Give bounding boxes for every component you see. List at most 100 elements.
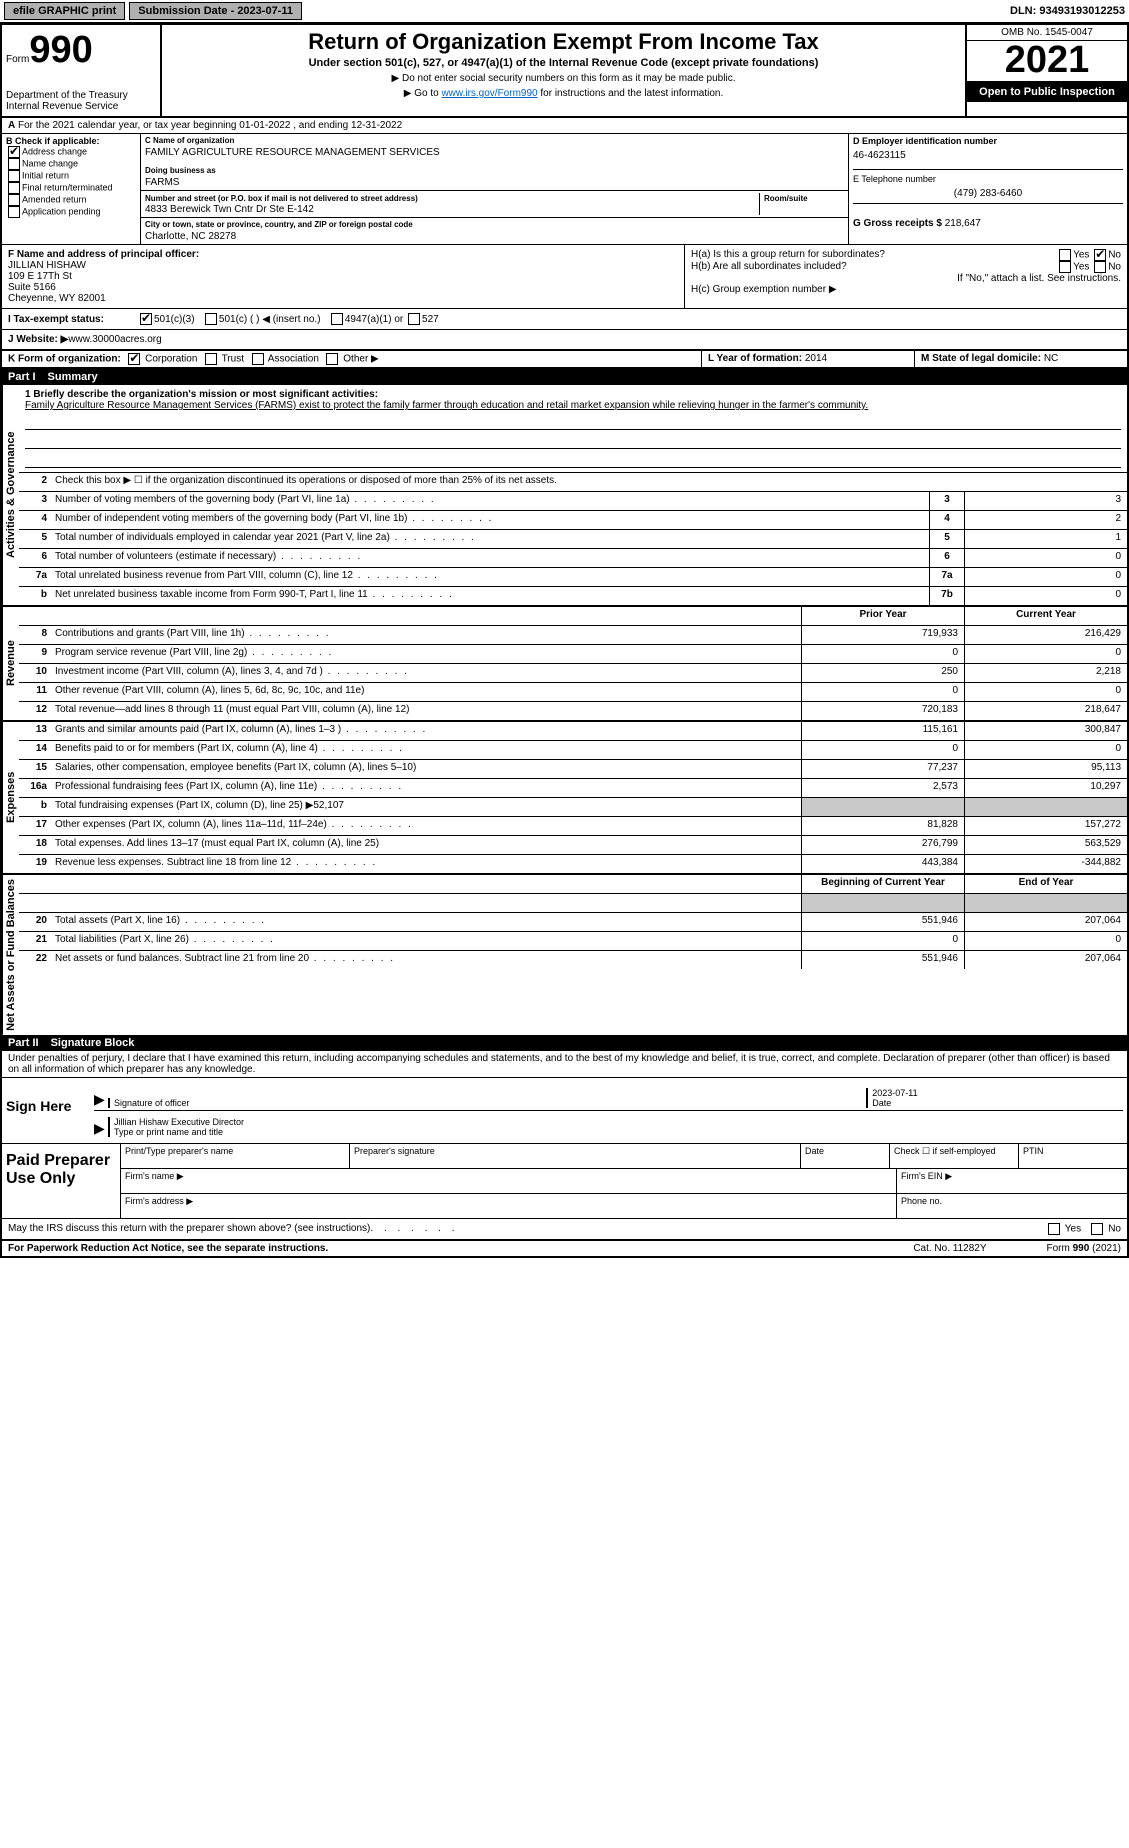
prep-date: Date (801, 1144, 890, 1168)
line-4: 4Number of independent voting members of… (19, 511, 1127, 530)
col-deg: D Employer identification number 46-4623… (848, 134, 1127, 244)
side-exp: Expenses (2, 722, 19, 873)
c-label: C Name of organization (145, 136, 844, 145)
blank-line-2 (25, 434, 1121, 449)
sign-here-label: Sign Here (2, 1078, 90, 1143)
chk-assoc[interactable] (252, 353, 264, 365)
tel-label: E Telephone number (853, 174, 1123, 184)
street-label: Number and street (or P.O. box if mail i… (145, 194, 418, 203)
city-label: City or town, state or province, country… (145, 220, 844, 229)
line-3: 3Number of voting members of the governi… (19, 492, 1127, 511)
l-cell: L Year of formation: 2014 (702, 351, 915, 367)
expenses-block: Expenses 13Grants and similar amounts pa… (2, 722, 1127, 875)
f-addr3: Cheyenne, WY 82001 (8, 293, 678, 304)
subtitle: Under section 501(c), 527, or 4947(a)(1)… (170, 57, 957, 69)
header-center: Return of Organization Exempt From Incom… (162, 25, 965, 116)
net-header: Beginning of Current YearEnd of Year (19, 875, 1127, 894)
h-cell: H(a) Is this a group return for subordin… (685, 245, 1127, 308)
chk-addr[interactable]: Address change (6, 146, 136, 158)
line-12: 12Total revenue—add lines 8 through 11 (… (19, 702, 1127, 720)
note2-pre: ▶ Go to (404, 88, 442, 99)
hc-label: H(c) Group exemption number ▶ (691, 284, 1121, 295)
governance-block: Activities & Governance 1 Briefly descri… (2, 385, 1127, 607)
sig-officer: Signature of officer (108, 1098, 866, 1108)
k-label: K Form of organization: (8, 354, 121, 365)
line-7a: 7aTotal unrelated business revenue from … (19, 568, 1127, 587)
city-cell: City or town, state or province, country… (141, 218, 848, 244)
f-name: JILLIAN HISHAW (8, 260, 678, 271)
section-bcdeg: B Check if applicable: Address change Na… (2, 134, 1127, 245)
line-14: 14Benefits paid to or for members (Part … (19, 741, 1127, 760)
netassets-block: Net Assets or Fund Balances Beginning of… (2, 875, 1127, 1035)
row-fh: F Name and address of principal officer:… (2, 245, 1127, 309)
chk-name[interactable]: Name change (6, 158, 136, 170)
header-left: Form990 Department of the Treasury Inter… (2, 25, 162, 116)
side-rev: Revenue (2, 607, 19, 720)
line-11: 11Other revenue (Part VIII, column (A), … (19, 683, 1127, 702)
form-header: Form990 Department of the Treasury Inter… (2, 25, 1127, 118)
note2-post: for instructions and the latest informat… (538, 88, 724, 99)
paid-preparer-block: Paid Preparer Use Only Print/Type prepar… (2, 1144, 1127, 1219)
chk-amend[interactable]: Amended return (6, 194, 136, 206)
f-addr1: 109 E 17Th St (8, 271, 678, 282)
chk-app[interactable]: Application pending (6, 206, 136, 218)
line-22: 22Net assets or fund balances. Subtract … (19, 951, 1127, 969)
part2-header: Part II Signature Block (2, 1035, 1127, 1051)
h-note: If "No," attach a list. See instructions… (691, 273, 1121, 284)
name-title-cell: Jillian Hishaw Executive Director Type o… (108, 1117, 1123, 1137)
form-prefix: Form (6, 54, 29, 65)
dln-label: DLN: 93493193012253 (1010, 5, 1125, 17)
check-self: Check ☐ if self-employed (890, 1144, 1019, 1168)
chk-501c3[interactable] (140, 313, 152, 325)
submission-date-btn[interactable]: Submission Date - 2023-07-11 (129, 2, 302, 20)
line-10: 10Investment income (Part VIII, column (… (19, 664, 1127, 683)
side-gov: Activities & Governance (2, 385, 19, 605)
chk-527[interactable] (408, 313, 420, 325)
chk-501c[interactable] (205, 313, 217, 325)
net-lines: Beginning of Current YearEnd of Year 20T… (19, 875, 1127, 1035)
row-klm: K Form of organization: Corporation Trus… (2, 351, 1127, 369)
org-name: FAMILY AGRICULTURE RESOURCE MANAGEMENT S… (145, 147, 844, 158)
ptin: PTIN (1019, 1144, 1127, 1168)
chk-final[interactable]: Final return/terminated (6, 182, 136, 194)
footer-left: For Paperwork Reduction Act Notice, see … (8, 1243, 328, 1254)
line-16a: 16aProfessional fundraising fees (Part I… (19, 779, 1127, 798)
blank-line-3 (25, 453, 1121, 468)
firm-addr: Firm's address ▶ (121, 1194, 897, 1218)
revenue-block: Revenue Prior YearCurrent Year 8Contribu… (2, 607, 1127, 722)
blank-line-1 (25, 415, 1121, 430)
chk-4947[interactable] (331, 313, 343, 325)
footer-right: Form 990 (2021) (1047, 1243, 1121, 1254)
room-label: Room/suite (764, 194, 808, 203)
chk-trust[interactable] (205, 353, 217, 365)
top-bar: efile GRAPHIC print Submission Date - 20… (0, 0, 1129, 23)
ha-label: H(a) Is this a group return for subordin… (691, 249, 971, 261)
row-j: J Website: ▶ www.30000acres.org (2, 330, 1127, 351)
gross: 218,647 (945, 218, 981, 229)
footer-mid: Cat. No. 11282Y (913, 1243, 986, 1254)
rev-lines: Prior YearCurrent Year 8Contributions an… (19, 607, 1127, 720)
line-6: 6Total number of volunteers (estimate if… (19, 549, 1127, 568)
col-b: B Check if applicable: Address change Na… (2, 134, 141, 244)
line-9: 9Program service revenue (Part VIII, lin… (19, 645, 1127, 664)
part2-title: Signature Block (51, 1037, 135, 1049)
j-val: www.30000acres.org (68, 334, 161, 345)
city: Charlotte, NC 28278 (145, 231, 844, 242)
m-cell: M State of legal domicile: NC (915, 351, 1127, 367)
ha-answer: Yes No (1057, 249, 1121, 261)
chk-init[interactable]: Initial return (6, 170, 136, 182)
col-c: C Name of organization FAMILY AGRICULTUR… (141, 134, 848, 244)
open-inspection: Open to Public Inspection (967, 82, 1127, 102)
header-right: OMB No. 1545-0047 2021 Open to Public In… (965, 25, 1127, 116)
chk-corp[interactable] (128, 353, 140, 365)
mission-text: Family Agriculture Resource Management S… (25, 400, 1121, 411)
firm-name: Firm's name ▶ (121, 1169, 897, 1193)
irs-link[interactable]: www.irs.gov/Form990 (441, 88, 537, 99)
line-20: 20Total assets (Part X, line 16)551,9462… (19, 913, 1127, 932)
side-net: Net Assets or Fund Balances (2, 875, 19, 1035)
hb-answer: Yes No (1057, 261, 1121, 273)
line-7b: bNet unrelated business taxable income f… (19, 587, 1127, 605)
gov-lines: 1 Briefly describe the organization's mi… (19, 385, 1127, 605)
dba-label: Doing business as (145, 166, 844, 175)
chk-other[interactable] (326, 353, 338, 365)
